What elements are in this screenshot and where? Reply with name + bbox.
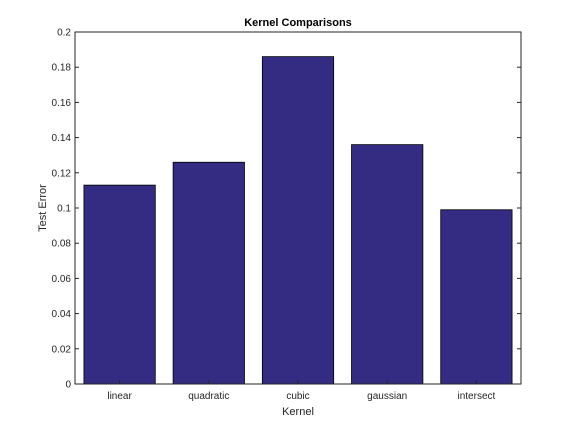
bar-gaussian (351, 144, 424, 385)
y-axis-label: Test Error (37, 184, 49, 232)
y-tick-label: 0.18 (52, 63, 72, 74)
y-tick-label: 0.04 (52, 309, 72, 320)
bar-intersect (440, 209, 513, 385)
x-tick-label: cubic (286, 391, 309, 402)
chart-title: Kernel Comparisons (244, 17, 352, 29)
y-tick-label: 0.1 (57, 204, 71, 215)
x-axis-label: Kernel (282, 406, 314, 418)
y-tick-label: 0.16 (52, 98, 72, 109)
y-tick-label: 0 (65, 380, 71, 391)
y-tick-label: 0.02 (52, 344, 72, 355)
y-tick-label: 0.14 (52, 133, 72, 144)
x-tick-label: quadratic (188, 391, 229, 402)
x-tick-label: gaussian (367, 391, 407, 402)
y-tick-label: 0.12 (52, 168, 72, 179)
axes-box (74, 31, 522, 385)
y-tick-label: 0.06 (52, 274, 72, 285)
x-tick-label: intersect (458, 391, 496, 402)
y-tick-label: 0.2 (57, 28, 71, 39)
bar-quadratic (172, 161, 245, 385)
bar-linear (83, 184, 156, 385)
y-tick-label: 0.08 (52, 239, 72, 250)
x-tick-label: linear (107, 391, 132, 402)
bar-cubic (261, 56, 335, 385)
